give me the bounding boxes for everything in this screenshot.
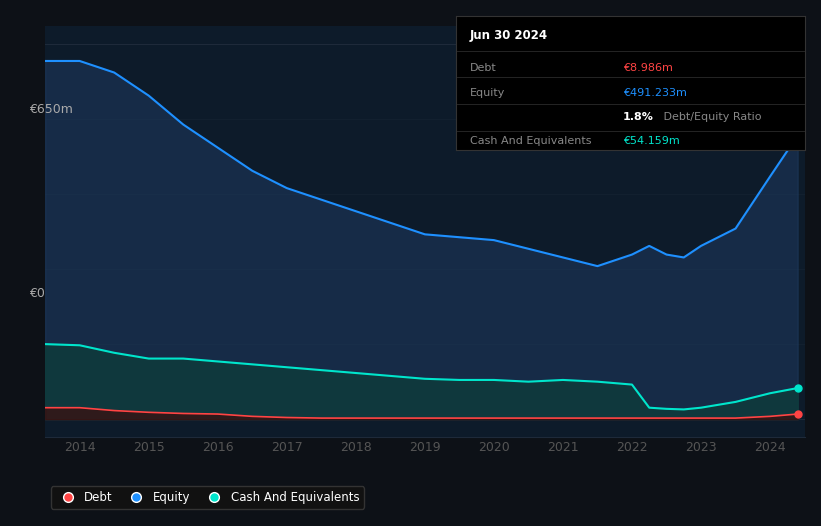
Text: Debt: Debt: [470, 63, 497, 73]
Text: Equity: Equity: [470, 88, 505, 98]
Text: €54.159m: €54.159m: [623, 137, 680, 147]
Legend: Debt, Equity, Cash And Equivalents: Debt, Equity, Cash And Equivalents: [51, 486, 364, 509]
Text: Jun 30 2024: Jun 30 2024: [470, 29, 548, 42]
Text: Debt/Equity Ratio: Debt/Equity Ratio: [660, 113, 761, 123]
Text: €0: €0: [29, 287, 44, 300]
Text: €650m: €650m: [29, 103, 72, 116]
Text: €491.233m: €491.233m: [623, 88, 687, 98]
Text: 1.8%: 1.8%: [623, 113, 654, 123]
Text: Cash And Equivalents: Cash And Equivalents: [470, 137, 591, 147]
Text: €8.986m: €8.986m: [623, 63, 673, 73]
